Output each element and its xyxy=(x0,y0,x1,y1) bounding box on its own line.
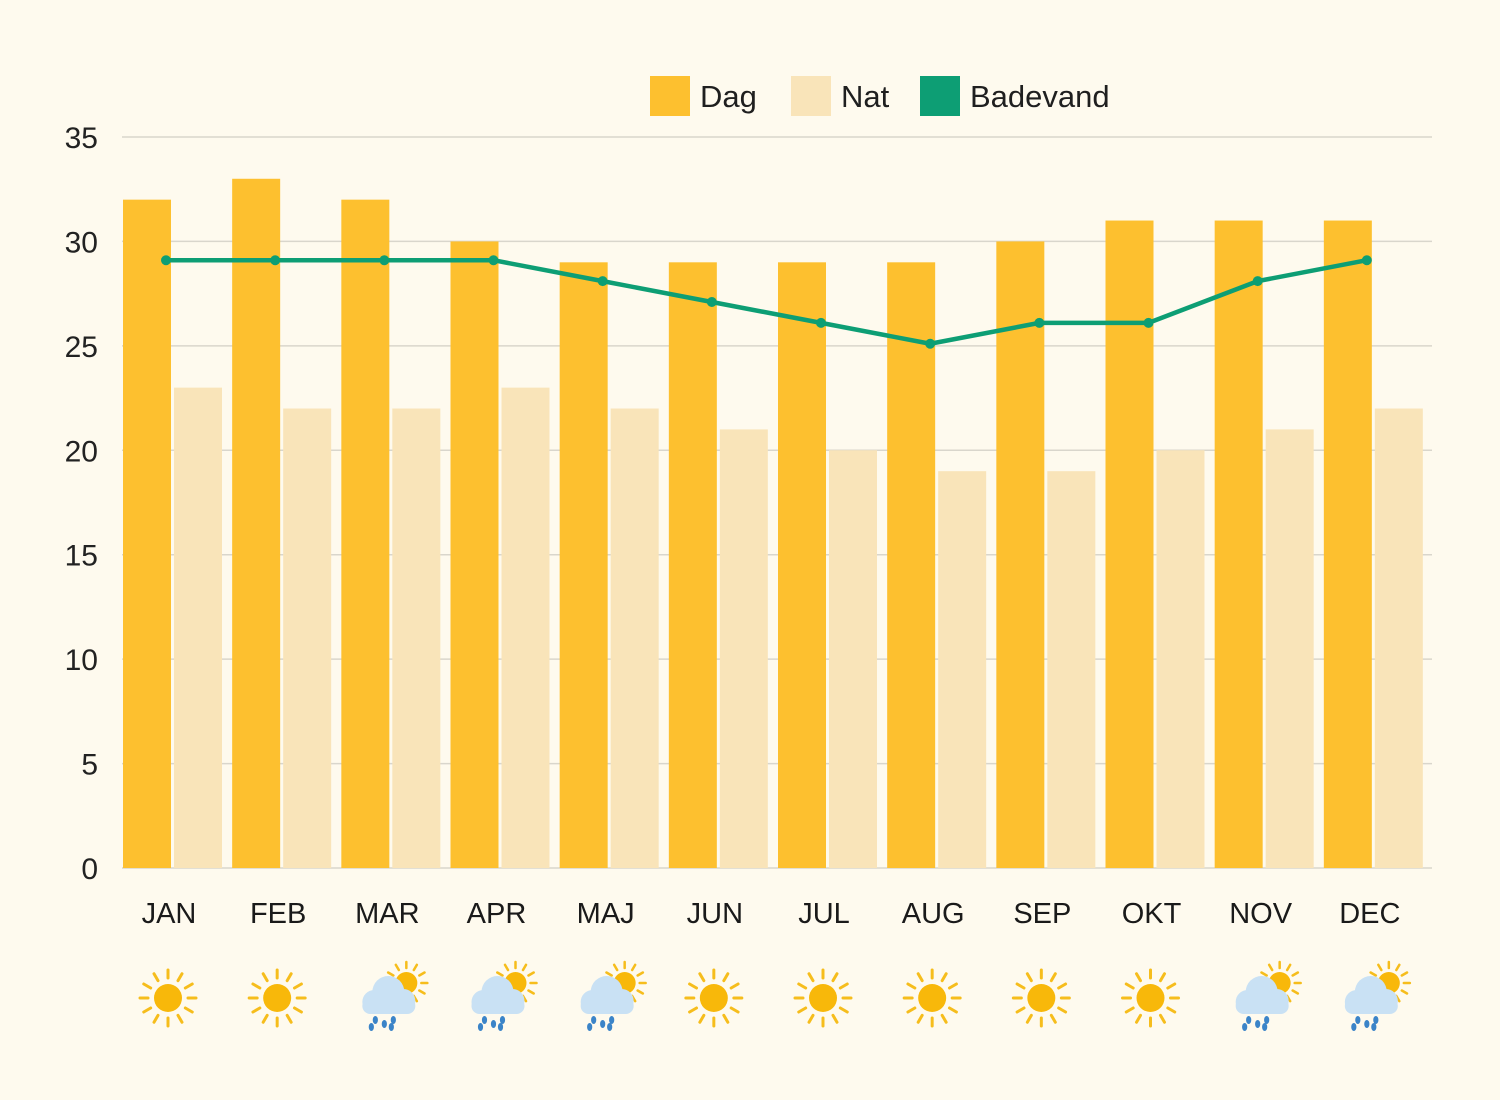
legend: Dag Nat Badevand xyxy=(650,76,1110,116)
sun-icon xyxy=(1011,968,1071,1028)
bar-nat xyxy=(501,387,550,868)
badevand-point xyxy=(706,296,717,307)
x-tick-label: JAN xyxy=(142,898,197,930)
x-tick-label: MAJ xyxy=(577,898,635,930)
bars xyxy=(123,178,1423,869)
sun-icon xyxy=(684,968,744,1028)
badevand-polyline xyxy=(166,257,1368,347)
rain-sun-icon xyxy=(1235,960,1302,1031)
sun-icon xyxy=(138,968,198,1028)
badevand-point xyxy=(1143,317,1154,328)
sun-icon xyxy=(247,968,307,1028)
y-tick-label: 0 xyxy=(81,853,98,886)
y-tick-label: 25 xyxy=(65,331,98,364)
sun-icon xyxy=(793,968,853,1028)
x-tick-label: JUN xyxy=(687,898,743,930)
bar-dag xyxy=(559,262,608,868)
legend-swatch-dag xyxy=(650,76,690,116)
bar-dag xyxy=(341,199,390,868)
bar-nat xyxy=(1374,408,1423,868)
bar-nat xyxy=(1047,471,1096,868)
badevand-point xyxy=(161,255,171,266)
sun-icon xyxy=(902,968,962,1028)
bar-nat xyxy=(938,471,987,868)
rain-sun-icon xyxy=(471,960,538,1031)
bar-dag xyxy=(887,262,936,868)
x-tick-label: NOV xyxy=(1229,898,1293,930)
bar-nat xyxy=(610,408,659,868)
rain-sun-icon xyxy=(1344,960,1412,1031)
x-tick-label: MAR xyxy=(355,898,419,930)
badevand-point xyxy=(816,317,826,328)
weather-icons xyxy=(138,960,1412,1031)
badevand-point xyxy=(1361,255,1372,266)
y-tick-label: 15 xyxy=(65,540,98,573)
x-tick-label: OKT xyxy=(1122,898,1182,930)
badevand-point xyxy=(270,255,281,266)
badevand-point xyxy=(1252,276,1263,287)
grid-lines xyxy=(122,136,1432,869)
y-tick-label: 20 xyxy=(65,435,98,468)
badevand-point xyxy=(597,276,608,287)
bar-nat xyxy=(719,429,768,868)
bar-nat xyxy=(829,450,877,868)
y-tick-label: 30 xyxy=(65,226,98,259)
badevand-point xyxy=(379,255,390,266)
bar-dag xyxy=(232,178,281,868)
x-axis: JAN FEB MAR APR MAJ JUN JUL AUG SEP OKT NOV DEC xyxy=(142,898,1401,930)
badevand-line xyxy=(161,255,1372,349)
bar-dag xyxy=(778,262,826,868)
x-tick-label: JUL xyxy=(798,898,850,930)
x-tick-label: FEB xyxy=(250,898,306,930)
y-tick-label: 10 xyxy=(65,644,98,677)
bar-nat xyxy=(174,387,222,868)
legend-label-badevand: Badevand xyxy=(970,79,1110,114)
badevand-point xyxy=(925,338,936,349)
legend-label-nat: Nat xyxy=(841,79,890,114)
bar-dag xyxy=(123,199,171,868)
bar-nat xyxy=(283,408,332,868)
bar-dag xyxy=(668,262,717,868)
bar-nat xyxy=(1265,429,1314,868)
legend-swatch-nat xyxy=(791,76,831,116)
bar-nat xyxy=(1156,450,1205,868)
rain-sun-icon xyxy=(580,960,647,1031)
rain-sun-icon xyxy=(362,960,429,1031)
legend-label-dag: Dag xyxy=(700,79,757,114)
bar-dag xyxy=(1323,220,1372,869)
x-tick-label: APR xyxy=(467,898,527,930)
legend-swatch-badevand xyxy=(920,76,960,116)
bar-dag xyxy=(450,241,499,868)
bar-dag xyxy=(1214,220,1263,869)
bar-dag xyxy=(996,241,1045,868)
badevand-point xyxy=(1034,317,1045,328)
bar-nat xyxy=(392,408,441,868)
y-axis: 0 5 10 15 20 25 30 35 xyxy=(65,122,98,886)
x-tick-label: AUG xyxy=(902,898,965,930)
y-tick-label: 5 xyxy=(81,749,98,782)
sun-icon xyxy=(1121,968,1180,1028)
y-tick-label: 35 xyxy=(65,122,98,155)
bar-dag xyxy=(1105,220,1154,869)
x-tick-label: SEP xyxy=(1013,898,1071,930)
badevand-point xyxy=(488,255,499,266)
x-tick-label: DEC xyxy=(1339,898,1400,930)
